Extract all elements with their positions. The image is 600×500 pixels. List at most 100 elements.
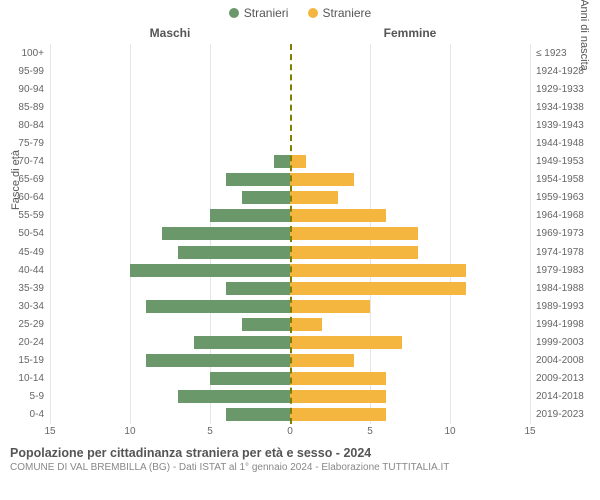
birth-label: 1999-2003 <box>530 334 600 352</box>
bar-row <box>290 406 530 424</box>
bar-row <box>290 171 530 189</box>
x-tick: 5 <box>367 426 373 437</box>
x-tick: 0 <box>287 426 293 437</box>
bar-row <box>50 406 290 424</box>
female-bar <box>290 155 306 168</box>
birth-label: 1934-1938 <box>530 98 600 116</box>
female-bar <box>290 191 338 204</box>
age-label: 5-9 <box>0 388 50 406</box>
bar-row <box>290 62 530 80</box>
header-female: Femmine <box>290 26 530 44</box>
birth-label: 1924-1928 <box>530 62 600 80</box>
x-axis: 15105051015 <box>0 424 600 440</box>
birth-label: 1989-1993 <box>530 297 600 315</box>
age-label: 75-79 <box>0 134 50 152</box>
bar-row <box>50 225 290 243</box>
birth-label: 1974-1978 <box>530 243 600 261</box>
female-bar <box>290 408 386 421</box>
header-male: Maschi <box>50 26 290 44</box>
bar-row <box>50 80 290 98</box>
legend: Stranieri Straniere <box>0 0 600 26</box>
bar-row <box>50 352 290 370</box>
age-label: 20-24 <box>0 334 50 352</box>
bar-row <box>290 44 530 62</box>
legend-male-label: Stranieri <box>244 6 289 20</box>
bar-row <box>290 315 530 333</box>
bars-area <box>50 44 530 424</box>
male-bar <box>194 336 290 349</box>
male-bars <box>50 44 290 424</box>
bar-row <box>290 80 530 98</box>
age-label: 65-69 <box>0 171 50 189</box>
male-bar <box>178 246 290 259</box>
bar-row <box>50 279 290 297</box>
age-label: 25-29 <box>0 315 50 333</box>
bar-row <box>50 44 290 62</box>
age-label: 100+ <box>0 44 50 62</box>
birth-label: 1969-1973 <box>530 225 600 243</box>
bar-row <box>50 297 290 315</box>
age-label: 45-49 <box>0 243 50 261</box>
bar-row <box>50 370 290 388</box>
birth-label: 1954-1958 <box>530 171 600 189</box>
birth-label: 1939-1943 <box>530 116 600 134</box>
bar-row <box>50 189 290 207</box>
birth-label: 1979-1983 <box>530 261 600 279</box>
age-label: 70-74 <box>0 153 50 171</box>
x-tick: 10 <box>444 426 455 437</box>
male-bar <box>274 155 290 168</box>
age-label: 60-64 <box>0 189 50 207</box>
bar-row <box>50 153 290 171</box>
bar-row <box>50 388 290 406</box>
age-label: 80-84 <box>0 116 50 134</box>
female-bar <box>290 246 418 259</box>
legend-female-swatch <box>308 8 318 18</box>
male-bar <box>162 227 290 240</box>
column-headers: Maschi Femmine <box>0 26 600 44</box>
bar-row <box>290 225 530 243</box>
male-bar <box>226 408 290 421</box>
bar-row <box>290 279 530 297</box>
chart-footer: Popolazione per cittadinanza straniera p… <box>0 440 600 473</box>
birth-label: 2014-2018 <box>530 388 600 406</box>
age-label: 0-4 <box>0 406 50 424</box>
age-label: 15-19 <box>0 352 50 370</box>
x-tick: 15 <box>524 426 535 437</box>
age-label: 55-59 <box>0 207 50 225</box>
female-bar <box>290 336 402 349</box>
female-bar <box>290 227 418 240</box>
birth-label: 1929-1933 <box>530 80 600 98</box>
bar-row <box>290 388 530 406</box>
age-labels-column: 100+95-9990-9485-8980-8475-7970-7465-696… <box>0 44 50 424</box>
female-bar <box>290 173 354 186</box>
female-bar <box>290 264 466 277</box>
plot-area: 100+95-9990-9485-8980-8475-7970-7465-696… <box>0 44 600 424</box>
bar-row <box>50 134 290 152</box>
birth-label: 1984-1988 <box>530 279 600 297</box>
male-bar <box>226 173 290 186</box>
x-tick: 10 <box>124 426 135 437</box>
chart-title: Popolazione per cittadinanza straniera p… <box>10 446 590 460</box>
bar-row <box>290 98 530 116</box>
bar-row <box>290 261 530 279</box>
legend-female-label: Straniere <box>323 6 372 20</box>
birth-label: 1964-1968 <box>530 207 600 225</box>
birth-label: 1994-1998 <box>530 315 600 333</box>
bar-row <box>50 243 290 261</box>
birth-label: 1959-1963 <box>530 189 600 207</box>
age-label: 95-99 <box>0 62 50 80</box>
male-bar <box>210 372 290 385</box>
bar-row <box>290 370 530 388</box>
birth-labels-column: ≤ 19231924-19281929-19331934-19381939-19… <box>530 44 600 424</box>
bar-row <box>50 98 290 116</box>
bar-row <box>290 189 530 207</box>
bar-row <box>50 261 290 279</box>
age-label: 90-94 <box>0 80 50 98</box>
male-bar <box>130 264 290 277</box>
bar-row <box>50 334 290 352</box>
age-label: 50-54 <box>0 225 50 243</box>
legend-female: Straniere <box>308 6 372 20</box>
legend-male-swatch <box>229 8 239 18</box>
female-bar <box>290 300 370 313</box>
male-bar <box>226 282 290 295</box>
